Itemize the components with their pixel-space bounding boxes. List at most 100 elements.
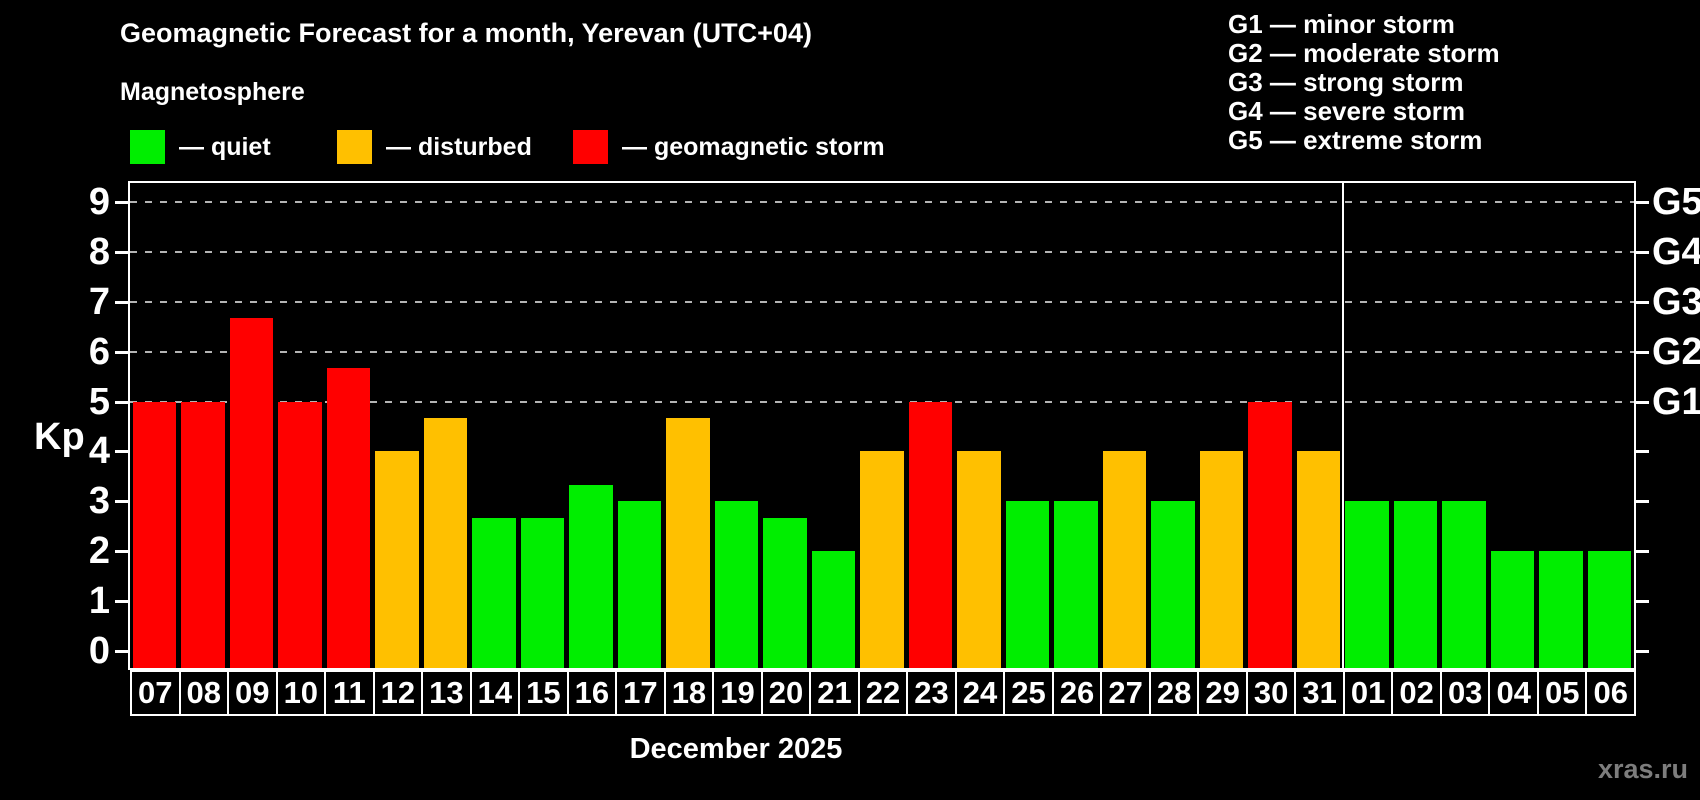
kp-bar-27: [1102, 451, 1147, 668]
g-axis-label-G4: G4: [1652, 230, 1700, 273]
kp-bar-08: [181, 401, 225, 668]
y-tick-label-7: 7: [88, 280, 110, 323]
day-label-25: 25: [1003, 670, 1054, 716]
day-label-06: 06: [1585, 670, 1636, 716]
storm-swatch-icon: [573, 130, 608, 164]
kp-bar-20: [763, 517, 807, 668]
kp-bar-26: [1054, 501, 1098, 668]
kp-bar-21: [811, 551, 856, 668]
day-label-21: 21: [809, 670, 860, 716]
g-legend-g1: G1 — minor storm: [1228, 9, 1455, 39]
kp-bar-29: [1199, 451, 1244, 668]
kp-bar-05: [1539, 551, 1583, 668]
kp-bar-03: [1442, 501, 1486, 668]
y-tick-right-8: [1636, 250, 1649, 254]
day-label-29: 29: [1197, 670, 1248, 716]
day-label-10: 10: [275, 670, 327, 716]
quiet-swatch-icon: [130, 130, 165, 164]
y-tick-left-7: [115, 300, 128, 304]
chart-subtitle: Magnetosphere: [120, 78, 305, 106]
day-label-08: 08: [178, 670, 230, 716]
kp-bar-02: [1393, 501, 1438, 668]
g-legend-g2: G2 — moderate storm: [1228, 38, 1500, 68]
kp-bar-17: [617, 501, 662, 668]
day-label-09: 09: [227, 670, 278, 716]
legend-item-disturbed: — disturbed: [337, 130, 532, 164]
kp-bar-15: [520, 517, 565, 668]
day-label-28: 28: [1148, 670, 1200, 716]
y-tick-left-1: [115, 600, 128, 604]
day-label-18: 18: [663, 670, 715, 716]
day-label-31: 31: [1294, 670, 1345, 716]
y-tick-right-0: [1636, 650, 1649, 653]
kp-bar-12: [375, 451, 419, 668]
kp-bar-01: [1345, 501, 1389, 668]
y-tick-right-9: [1636, 200, 1649, 204]
day-label-27: 27: [1100, 670, 1151, 716]
y-tick-label-2: 2: [88, 530, 110, 573]
grid-line-kp8: [130, 250, 1634, 253]
g-axis-label-G1: G1: [1652, 380, 1700, 423]
y-tick-right-6: [1636, 350, 1649, 354]
y-tick-right-7: [1636, 300, 1649, 304]
y-tick-right-5: [1636, 400, 1649, 404]
day-label-05: 05: [1536, 670, 1588, 716]
g-legend-g5: G5 — extreme storm: [1228, 125, 1483, 155]
g-axis-label-G2: G2: [1652, 330, 1700, 373]
y-tick-left-0: [115, 650, 128, 653]
day-label-03: 03: [1439, 670, 1491, 716]
kp-bar-31: [1296, 451, 1341, 668]
kp-bar-30: [1248, 401, 1292, 668]
y-tick-label-5: 5: [88, 380, 110, 423]
day-label-19: 19: [712, 670, 763, 716]
day-label-12: 12: [372, 670, 424, 716]
plot-area: [128, 181, 1636, 670]
y-tick-left-3: [115, 500, 128, 504]
kp-bar-23: [908, 401, 953, 668]
day-label-11: 11: [324, 670, 375, 716]
legend-item-quiet: — quiet: [130, 130, 271, 164]
grid-line-kp6: [130, 350, 1634, 353]
legend-item-storm: — geomagnetic storm: [573, 130, 885, 164]
day-label-23: 23: [906, 670, 957, 716]
day-label-26: 26: [1051, 670, 1103, 716]
day-label-30: 30: [1245, 670, 1297, 716]
legend-label-quiet: — quiet: [179, 133, 271, 161]
g-axis-label-G3: G3: [1652, 280, 1700, 323]
y-tick-right-1: [1636, 600, 1649, 604]
y-tick-right-2: [1636, 550, 1649, 554]
kp-bar-11: [326, 368, 371, 668]
grid-line-kp9: [130, 200, 1634, 203]
month-separator: [1341, 183, 1344, 668]
y-tick-left-5: [115, 400, 128, 404]
day-label-15: 15: [518, 670, 569, 716]
day-label-01: 01: [1342, 670, 1394, 716]
day-label-04: 04: [1488, 670, 1539, 716]
grid-line-kp7: [130, 300, 1634, 303]
day-label-24: 24: [954, 670, 1006, 716]
y-axis-label: Kp: [34, 416, 85, 458]
g-legend-g4: G4 — severe storm: [1228, 96, 1466, 126]
g-axis-label-G5: G5: [1652, 180, 1700, 223]
day-label-13: 13: [421, 670, 472, 716]
kp-bar-13: [423, 417, 468, 668]
g-scale-legend: G1 — minor storm G2 — moderate storm G3 …: [1228, 10, 1500, 155]
kp-bar-09: [229, 318, 274, 668]
y-tick-label-8: 8: [88, 230, 110, 273]
kp-bar-14: [472, 517, 516, 668]
y-tick-right-4: [1636, 450, 1649, 454]
kp-bar-18: [666, 417, 710, 668]
day-label-17: 17: [615, 670, 666, 716]
y-tick-label-0: 0: [88, 630, 110, 672]
day-label-02: 02: [1391, 670, 1442, 716]
watermark: xras.ru: [1597, 754, 1688, 784]
kp-bar-10: [278, 401, 322, 668]
legend-label-storm: — geomagnetic storm: [622, 133, 885, 161]
disturbed-swatch-icon: [337, 130, 372, 164]
g-legend-g3: G3 — strong storm: [1228, 67, 1464, 97]
y-tick-left-4: [115, 450, 128, 454]
kp-bar-16: [569, 484, 613, 668]
day-label-20: 20: [760, 670, 812, 716]
kp-bar-28: [1151, 501, 1195, 668]
y-tick-right-3: [1636, 500, 1649, 504]
